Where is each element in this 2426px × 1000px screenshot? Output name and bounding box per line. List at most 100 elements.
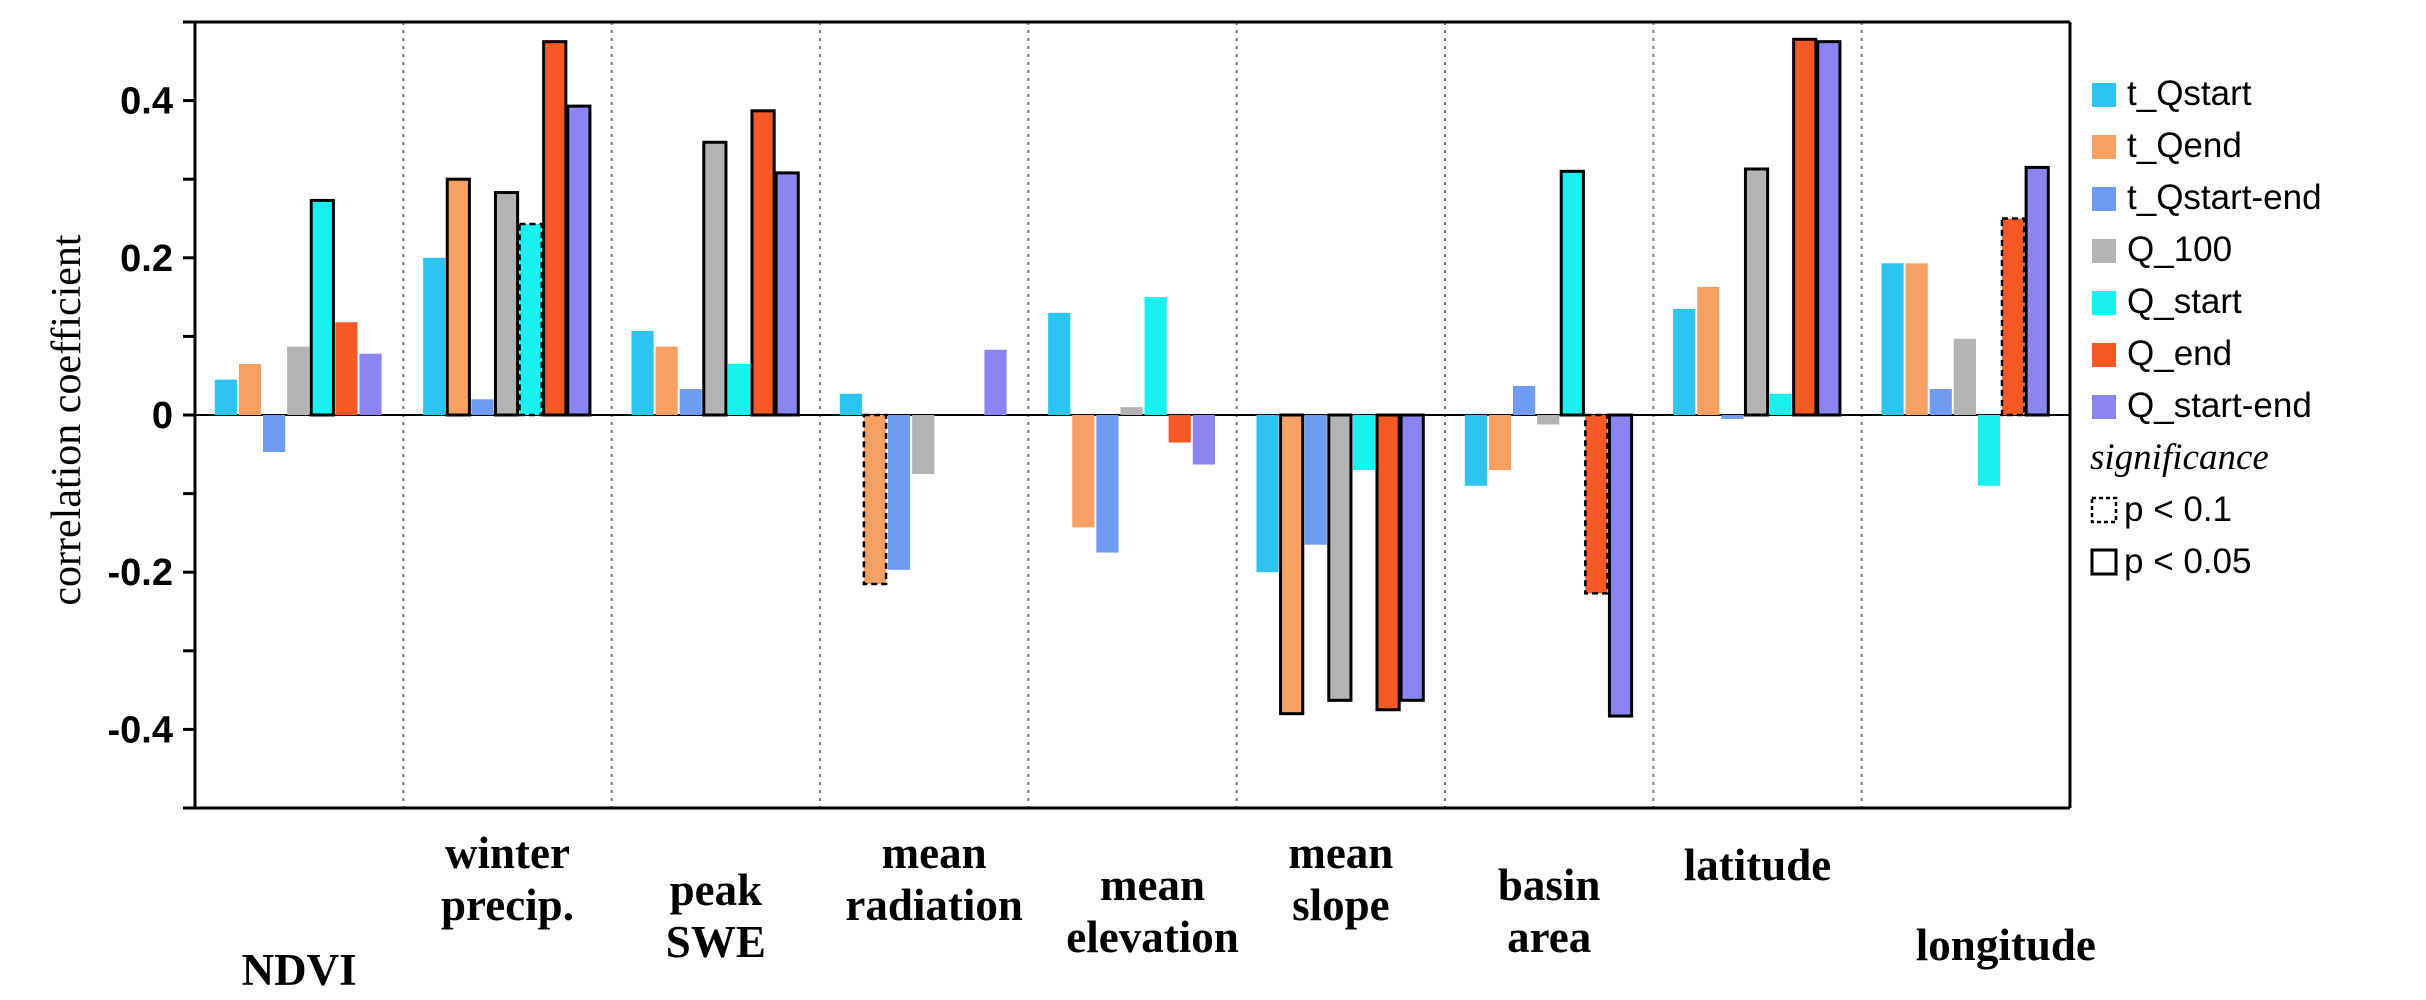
category-label-6: basin area — [1498, 860, 1601, 962]
category-label-8: longitude — [1916, 920, 2096, 970]
bar-t_Qstart-end-5 — [1304, 415, 1327, 545]
bar-Q_100-0 — [287, 346, 310, 415]
category-label-line: mean — [1288, 828, 1393, 878]
bar-t_Qstart-end-1 — [471, 399, 494, 415]
bar-Q_end-6 — [1584, 413, 1609, 595]
bar-t_Qstart-8 — [1881, 263, 1904, 415]
legend: t_Qstart t_Qend t_Qstart-end Q_100 Q_start Q_… — [2090, 74, 2322, 581]
bars-group — [214, 37, 2050, 718]
bar-Q_start-end-5 — [1399, 413, 1425, 702]
legend-significance-label-0: p < 0.1 — [2124, 490, 2232, 529]
legend-swatch-t_Qstart-end — [2092, 187, 2116, 211]
bar-t_Qstart-4 — [1048, 312, 1071, 415]
bar-t_Qstart-end-7 — [1721, 415, 1744, 419]
legend-label-t_Qstart: t_Qstart — [2127, 74, 2252, 113]
bar-t_Qstart-2 — [631, 330, 654, 415]
category-label-0: NDVI — [242, 945, 357, 995]
category-label-line: longitude — [1916, 920, 2096, 970]
bar-t_Qstart-0 — [214, 379, 237, 415]
legend-swatch-Q_end — [2092, 343, 2116, 367]
category-label-4: mean elevation — [1066, 860, 1238, 962]
bar-t_Qstart-end-2 — [679, 389, 702, 415]
category-label-5: mean slope — [1288, 828, 1393, 930]
bar-Q_100-7 — [1743, 167, 1770, 417]
bar-t_Qend-2 — [655, 346, 678, 415]
bar-Q_100-6 — [1537, 415, 1560, 425]
category-label-line: peak — [670, 865, 763, 915]
bar-Q_start-6 — [1559, 169, 1585, 417]
category-label-line: slope — [1292, 880, 1390, 930]
bar-t_Qstart-end-8 — [1929, 389, 1952, 415]
bar-Q_100-2 — [702, 140, 728, 417]
y-axis-label: correlation coefficient — [44, 234, 90, 606]
bar-Q_end-4 — [1168, 415, 1191, 443]
bar-t_Qend-1 — [445, 177, 471, 417]
bar-Q_start-2 — [727, 363, 751, 415]
category-label-line: winter — [445, 828, 570, 878]
category-label-line: mean — [882, 828, 987, 878]
y-tick-label: -0.2 — [108, 552, 173, 594]
y-tick-label: 0.4 — [120, 81, 173, 123]
bar-Q_start-5 — [1352, 415, 1376, 471]
legend-significance-swatch-1 — [2090, 548, 2118, 576]
bar-Q_100-1 — [493, 191, 520, 417]
legend-label-t_Qend: t_Qend — [2127, 126, 2242, 165]
legend-significance-swatch-0 — [2090, 496, 2118, 524]
category-label-line: area — [1507, 912, 1591, 962]
bar-Q_100-5 — [1327, 413, 1353, 702]
bar-t_Qend-7 — [1697, 286, 1720, 415]
bar-Q_end-0 — [335, 322, 358, 415]
bar-t_Qstart-end-0 — [263, 415, 286, 452]
legend-label-Q_start-end: Q_start-end — [2127, 386, 2312, 425]
bar-Q_start-end-0 — [359, 353, 382, 415]
category-label-line: basin — [1498, 860, 1601, 910]
legend-significance-label-1: p < 0.05 — [2124, 542, 2251, 581]
legend-swatch-t_Qend — [2092, 135, 2116, 159]
category-label-3: mean radiation — [845, 828, 1023, 930]
bar-t_Qend-6 — [1488, 415, 1512, 471]
bar-Q_end-2 — [750, 109, 776, 417]
bar-t_Qend-4 — [1072, 415, 1095, 528]
bar-Q_start-end-7 — [1816, 40, 1842, 417]
legend-swatch-t_Qstart — [2092, 83, 2116, 107]
bar-Q_start-end-6 — [1607, 413, 1634, 718]
category-label-1: winter precip. — [441, 828, 574, 930]
category-label-line: NDVI — [242, 945, 357, 995]
legend-label-Q_end: Q_end — [2127, 334, 2232, 373]
bar-Q_start-end-2 — [774, 171, 800, 417]
bar-t_Qstart-5 — [1256, 415, 1279, 573]
bar-t_Qstart-end-6 — [1513, 385, 1536, 415]
bar-Q_start-1 — [518, 222, 543, 417]
legend-label-Q_start: Q_start — [2127, 282, 2242, 321]
bar-Q_start-7 — [1769, 393, 1792, 415]
y-tick-label: 0.2 — [120, 238, 173, 280]
legend-significance-title: significance — [2090, 437, 2269, 478]
category-label-line: elevation — [1066, 912, 1238, 962]
bar-Q_start-4 — [1144, 297, 1167, 415]
category-label-line: latitude — [1684, 840, 1832, 890]
bar-Q_start-end-1 — [566, 104, 592, 417]
bar-Q_end-5 — [1375, 413, 1401, 712]
bar-t_Qstart-end-4 — [1096, 415, 1119, 553]
category-label-line: SWE — [666, 917, 766, 967]
bar-Q_end-8 — [2000, 217, 2026, 417]
bar-Q_100-8 — [1953, 338, 1976, 415]
legend-swatch-Q_start — [2092, 291, 2116, 315]
bar-Q_start-end-8 — [2024, 165, 2050, 417]
bar-Q_100-3 — [912, 415, 935, 474]
bar-t_Qend-0 — [238, 363, 262, 415]
bar-Q_start-end-4 — [1192, 415, 1215, 465]
bar-t_Qstart-6 — [1464, 415, 1487, 486]
bar-Q_start-end-3 — [984, 349, 1007, 415]
bar-t_Qstart-end-3 — [888, 415, 911, 570]
y-axis: -0.4 -0.2 0 0.2 0.4 — [108, 20, 197, 810]
bar-Q_end-7 — [1792, 37, 1818, 417]
bar-Q_start-8 — [1977, 415, 2001, 486]
category-label-line: mean — [1100, 860, 1205, 910]
legend-swatch-Q_start-end — [2092, 395, 2116, 419]
category-label-line: radiation — [845, 880, 1023, 930]
category-label-7: latitude — [1684, 840, 1832, 890]
y-tick-label: 0 — [152, 395, 173, 437]
